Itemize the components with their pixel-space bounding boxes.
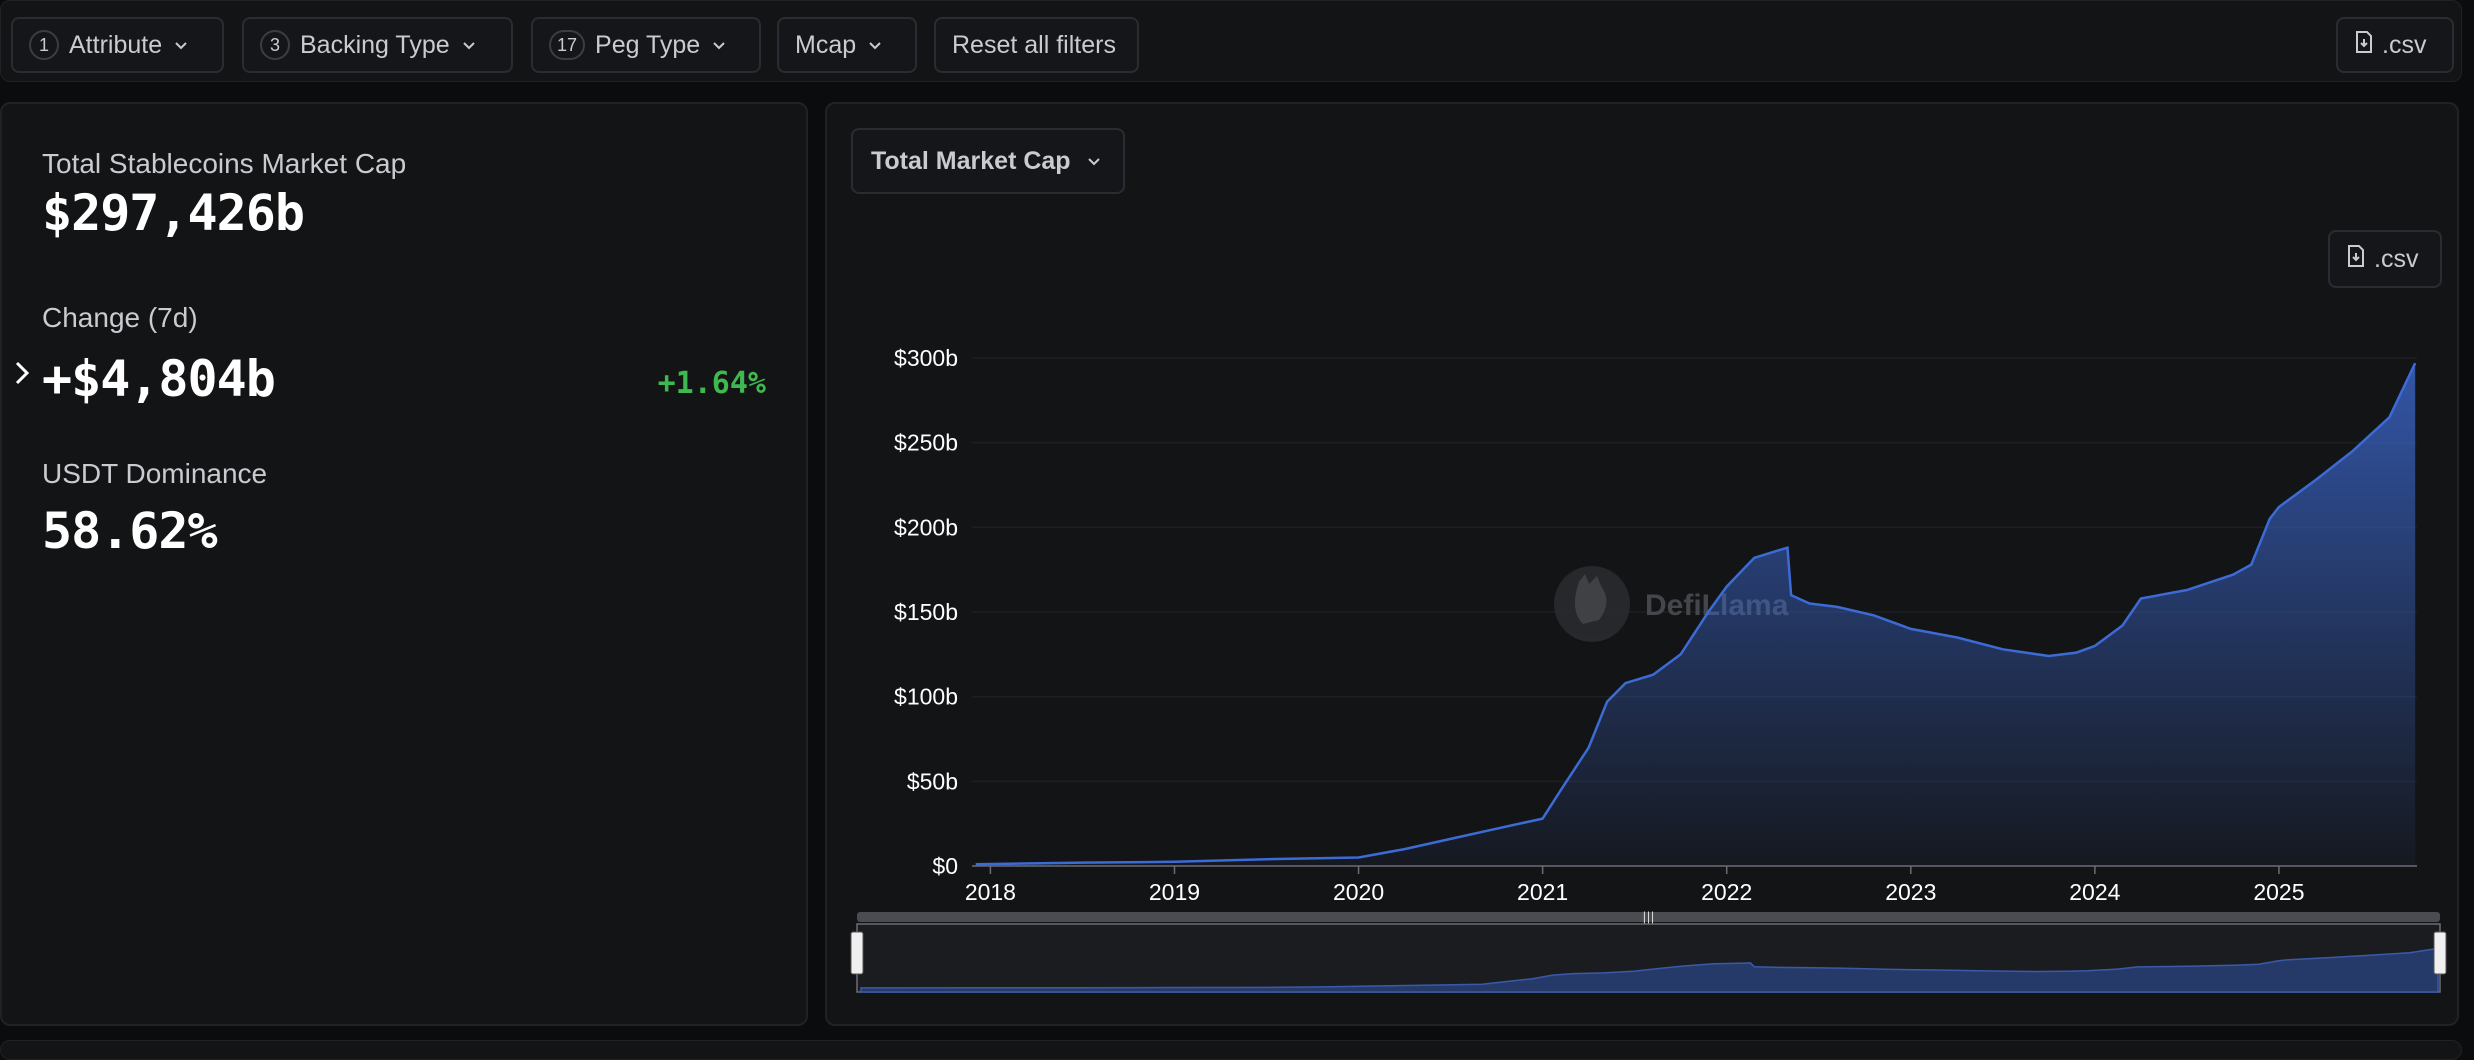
chevron-down-icon — [1085, 152, 1103, 170]
zoom-handle-left[interactable] — [850, 931, 864, 975]
change-7d-percent: +1.64% — [657, 366, 766, 401]
chevron-down-icon — [172, 36, 190, 54]
file-download-icon — [2354, 30, 2374, 60]
x-tick-label: 2020 — [1333, 879, 1384, 905]
x-tick-label: 2022 — [1701, 879, 1752, 905]
attribute-filter[interactable]: 1 Attribute — [11, 17, 224, 73]
x-tick-label: 2025 — [2253, 879, 2304, 905]
total-market-cap-value: $297,426b — [42, 184, 305, 242]
bottom-panel-edge — [0, 1040, 2462, 1060]
chart-csv-label: .csv — [2374, 244, 2419, 273]
reset-filters-label: Reset all filters — [952, 30, 1116, 59]
csv-download-button[interactable]: .csv — [2336, 17, 2454, 73]
attribute-count: 1 — [29, 30, 59, 60]
y-tick-label: $150b — [894, 599, 958, 625]
y-tick-label: $200b — [894, 514, 958, 540]
market-cap-chart: $0 $50b $100b $150b $200b $250b $300b 2018 2019 2… — [850, 345, 2447, 993]
chevron-down-icon — [460, 36, 478, 54]
chevron-right-icon[interactable] — [12, 358, 32, 388]
change-7d-value: +$4,804b — [42, 350, 276, 408]
backing-type-filter-label: Backing Type — [300, 30, 450, 59]
chevron-down-icon — [710, 36, 728, 54]
peg-type-count: 17 — [549, 30, 586, 60]
llama-head-icon — [1574, 574, 1607, 624]
filter-bar: 1 Attribute 3 Backing Type 17 Peg Type M… — [0, 0, 2462, 82]
mcap-filter-label: Mcap — [795, 30, 857, 59]
csv-label: .csv — [2382, 30, 2427, 59]
x-tick-label: 2019 — [1149, 879, 1200, 905]
total-market-cap-label: Total Stablecoins Market Cap — [42, 148, 407, 179]
x-tick-label: 2021 — [1517, 879, 1568, 905]
x-tick-label: 2024 — [2069, 879, 2120, 905]
attribute-filter-label: Attribute — [69, 30, 163, 59]
zoom-preview-area — [860, 947, 2439, 993]
backing-type-filter[interactable]: 3 Backing Type — [242, 17, 513, 73]
stats-panel: Total Stablecoins Market Cap $297,426b C… — [0, 102, 808, 1026]
mcap-filter[interactable]: Mcap — [777, 17, 917, 73]
change-7d-label: Change (7d) — [42, 302, 198, 333]
data-zoom-slider[interactable]: ||| — [850, 910, 2447, 993]
y-tick-label: $250b — [894, 430, 958, 456]
chart-panel: $0 $50b $100b $150b $200b $250b $300b 2018 2019 2… — [825, 102, 2459, 1026]
y-tick-label: $0 — [932, 853, 958, 879]
x-tick-label: 2023 — [1885, 879, 1936, 905]
zoom-handle-right[interactable] — [2433, 931, 2447, 975]
file-download-icon — [2346, 244, 2366, 274]
usdt-dominance-label: USDT Dominance — [42, 458, 268, 489]
reset-filters-button[interactable]: Reset all filters — [934, 17, 1139, 73]
chart-csv-download-button[interactable]: .csv — [2328, 230, 2442, 288]
chart-metric-label: Total Market Cap — [871, 146, 1071, 175]
series-area — [975, 363, 2416, 866]
x-tick-label: 2018 — [965, 879, 1016, 905]
y-tick-label: $50b — [907, 768, 958, 794]
chevron-down-icon — [866, 36, 884, 54]
y-tick-label: $100b — [894, 684, 958, 710]
series-line — [975, 362, 2417, 866]
backing-type-count: 3 — [260, 30, 290, 60]
peg-type-filter-label: Peg Type — [595, 30, 701, 59]
usdt-dominance-value: 58.62% — [42, 502, 218, 560]
chart-metric-select[interactable]: Total Market Cap — [851, 128, 1125, 194]
zoom-track — [857, 912, 2440, 922]
peg-type-filter[interactable]: 17 Peg Type — [531, 17, 761, 73]
zoom-grip-icon: ||| — [1642, 910, 1654, 924]
y-tick-label: $300b — [894, 345, 958, 371]
